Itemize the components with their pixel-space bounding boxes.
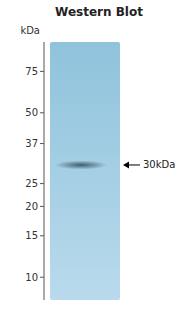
- gel-lane: [50, 42, 120, 300]
- y-tick: [40, 235, 44, 236]
- y-tick: [40, 143, 44, 144]
- arrow-head: [123, 161, 129, 168]
- y-tick-label: 37: [25, 138, 38, 149]
- y-tick-label: 15: [25, 230, 38, 241]
- y-tick-label: 50: [25, 107, 38, 118]
- data-label: 30kDa: [143, 159, 175, 170]
- band: [55, 160, 107, 169]
- chart-container: Western Blot kDa 75 50 37 25 20 15 10 30kDa: [0, 0, 190, 309]
- y-tick: [40, 112, 44, 113]
- y-tick-label: 10: [25, 272, 38, 283]
- y-tick: [40, 277, 44, 278]
- chart: Western Blot kDa 75 50 37 25 20 15 10 30kDa: [0, 0, 190, 309]
- y-tick-label: 25: [25, 178, 38, 189]
- y-tick: [40, 71, 44, 72]
- y-tick-label: 20: [25, 201, 38, 212]
- y-tick-label: 75: [25, 66, 38, 77]
- title: Western Blot: [55, 5, 143, 19]
- y-axis-line: [44, 42, 45, 300]
- y-tick: [40, 183, 44, 184]
- plot-area: [50, 42, 120, 300]
- y-tick: [40, 206, 44, 207]
- y-axis-label: kDa: [20, 25, 40, 36]
